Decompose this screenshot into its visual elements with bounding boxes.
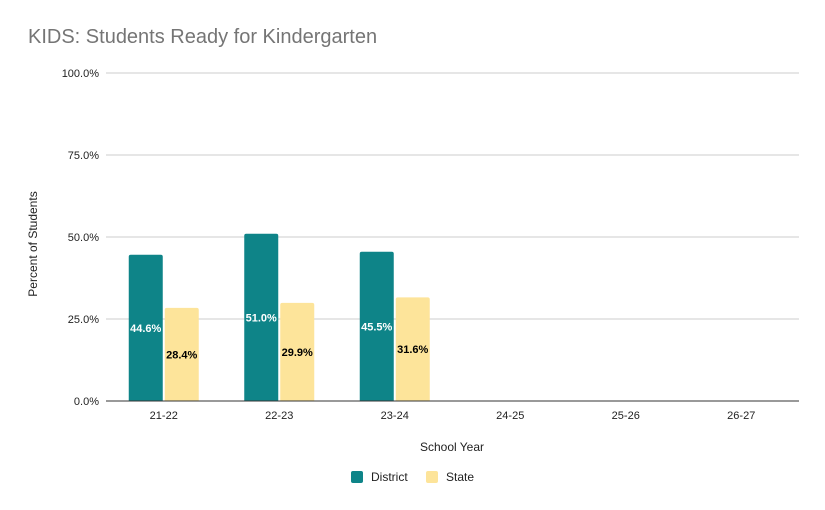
legend-label-district: District: [371, 470, 408, 484]
bar-state: [280, 302, 315, 401]
data-label: 44.6%: [130, 323, 161, 335]
data-labels: 44.6% 28.4% 51.0% 29.9% 45.5% 31.6%: [130, 312, 428, 361]
chart-title: KIDS: Students Ready for Kindergarten: [28, 26, 378, 48]
y-tick-label: 50.0%: [68, 232, 99, 244]
x-axis-ticks: 21-22 22-23 23-24 24-25 25-26 26-27: [150, 410, 756, 422]
bars: [128, 233, 430, 401]
y-axis-title: Percent of Students: [26, 191, 40, 296]
data-label: 51.0%: [246, 312, 277, 324]
y-axis-ticks: 0.0% 25.0% 50.0% 75.0% 100.0%: [62, 68, 100, 408]
gridlines: [106, 72, 799, 320]
x-tick-label: 22-23: [265, 410, 293, 422]
x-tick-label: 24-25: [496, 410, 524, 422]
legend: District State: [351, 470, 474, 484]
data-label: 31.6%: [397, 344, 428, 356]
bar-district: [359, 251, 394, 401]
x-tick-label: 25-26: [612, 410, 640, 422]
bar-district: [244, 233, 279, 401]
x-tick-label: 21-22: [150, 410, 178, 422]
legend-label-state: State: [446, 470, 474, 484]
data-label: 28.4%: [166, 349, 197, 361]
bar-state: [164, 307, 199, 401]
data-label: 45.5%: [361, 321, 392, 333]
x-tick-label: 23-24: [381, 410, 409, 422]
legend-swatch-state: [426, 471, 438, 483]
bar-district: [128, 254, 163, 401]
y-tick-label: 25.0%: [68, 314, 99, 326]
x-axis-title: School Year: [420, 440, 484, 454]
y-tick-label: 75.0%: [68, 150, 99, 162]
x-tick-label: 26-27: [727, 410, 755, 422]
y-tick-label: 100.0%: [62, 68, 100, 80]
data-label: 29.9%: [282, 347, 313, 359]
bar-state: [395, 297, 430, 401]
y-tick-label: 0.0%: [74, 396, 99, 408]
legend-swatch-district: [351, 471, 363, 483]
